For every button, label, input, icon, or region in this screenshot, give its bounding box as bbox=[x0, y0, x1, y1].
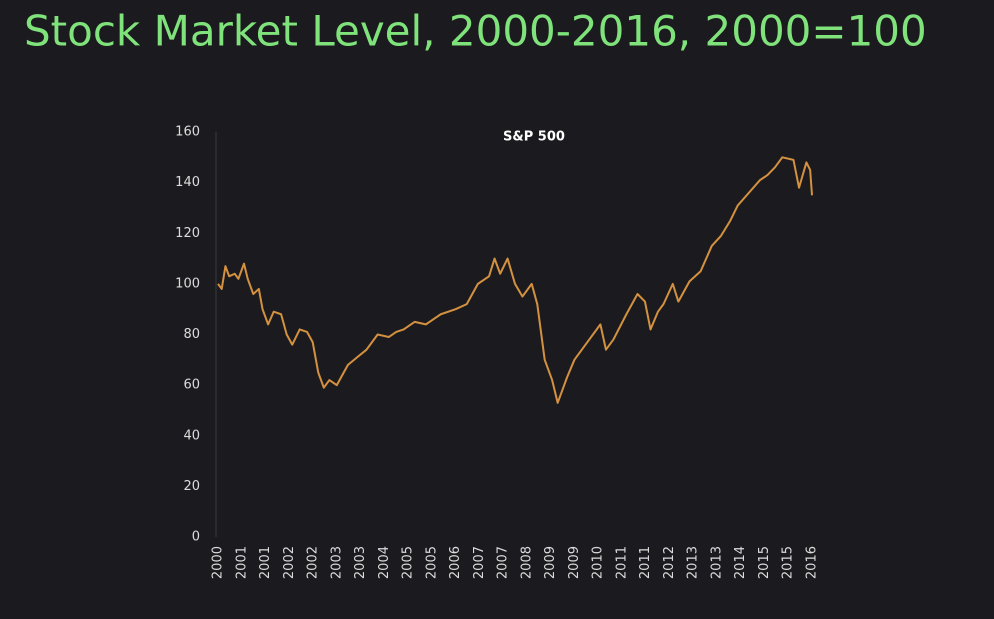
x-tick-label: 2015 bbox=[757, 546, 772, 579]
x-tick-label: 2003 bbox=[353, 546, 368, 579]
x-tick-label: 2010 bbox=[591, 546, 606, 579]
y-tick-label: 20 bbox=[183, 479, 200, 494]
x-tick-label: 2001 bbox=[258, 546, 273, 579]
x-tick-label: 2011 bbox=[638, 546, 653, 579]
x-tick-label: 2009 bbox=[567, 546, 582, 579]
x-tick-label: 2015 bbox=[781, 546, 796, 579]
x-tick-label: 2009 bbox=[543, 546, 558, 579]
y-tick-label: 80 bbox=[183, 327, 200, 342]
y-tick-label: 120 bbox=[175, 226, 200, 241]
y-tick-label: 40 bbox=[183, 428, 200, 443]
x-tick-label: 2016 bbox=[805, 546, 820, 579]
x-tick-label: 2007 bbox=[496, 546, 511, 579]
x-tick-label: 2002 bbox=[306, 546, 321, 579]
x-tick-label: 2006 bbox=[448, 546, 463, 579]
x-tick-label: 2000 bbox=[211, 546, 226, 579]
line bbox=[217, 156, 813, 404]
x-tick-label: 2013 bbox=[709, 546, 724, 579]
chart-subtitle: S&P 500 bbox=[503, 130, 565, 145]
x-tick-label: 2001 bbox=[234, 546, 249, 579]
x-tick-label: 2003 bbox=[329, 546, 344, 579]
y-tick-label: 60 bbox=[183, 378, 200, 393]
x-tick-label: 2008 bbox=[519, 546, 534, 579]
y-tick-label: 100 bbox=[175, 276, 200, 291]
x-tick-label: 2005 bbox=[424, 546, 439, 579]
x-tick-label: 2004 bbox=[377, 546, 392, 579]
x-tick-label: 2005 bbox=[401, 546, 416, 579]
x-tick-label: 2007 bbox=[472, 546, 487, 579]
y-tick-label: 160 bbox=[175, 125, 200, 140]
y-tick-label: 140 bbox=[175, 175, 200, 190]
x-tick-label: 2011 bbox=[614, 546, 629, 579]
x-tick-label: 2002 bbox=[282, 546, 297, 579]
x-tick-label: 2014 bbox=[733, 546, 748, 579]
y-tick-label: 0 bbox=[192, 530, 200, 545]
x-tick-label: 2013 bbox=[686, 546, 701, 579]
chart-title: Stock Market Level, 2000-2016, 2000=100 bbox=[24, 7, 927, 56]
x-tick-label: 2012 bbox=[662, 546, 677, 579]
